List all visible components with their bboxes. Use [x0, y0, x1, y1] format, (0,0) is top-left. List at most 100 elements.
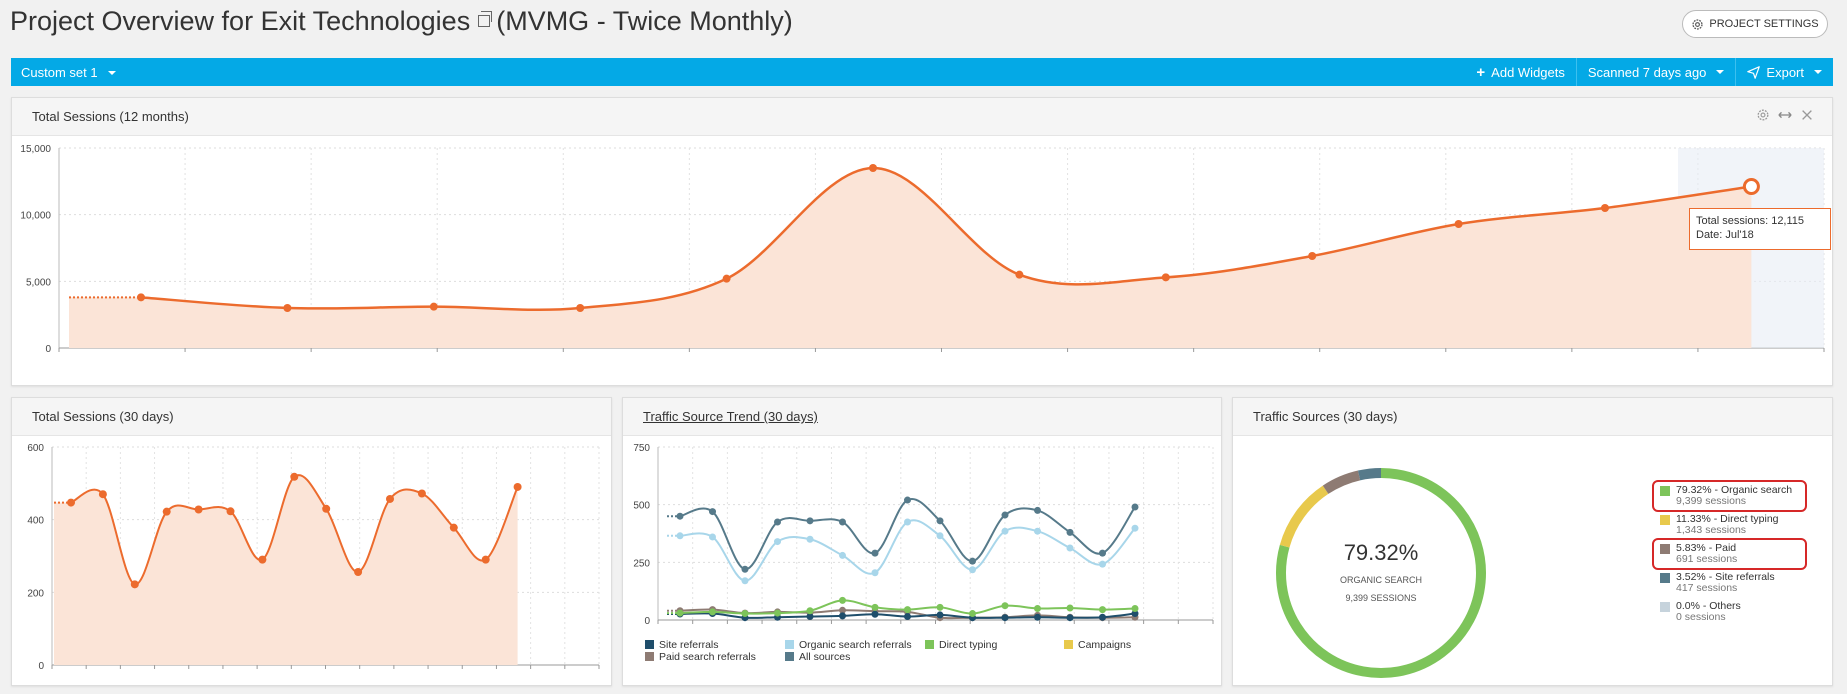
data-point[interactable]	[67, 498, 75, 507]
data-point[interactable]	[1099, 560, 1106, 568]
data-point[interactable]	[871, 610, 879, 618]
donut-slice[interactable]	[1322, 470, 1361, 495]
data-point[interactable]	[1131, 610, 1139, 618]
legend-label[interactable]: Direct typing	[939, 639, 998, 651]
data-point[interactable]	[1454, 220, 1463, 228]
project-settings-button[interactable]: PROJECT SETTINGS	[1682, 10, 1828, 38]
export-dropdown[interactable]: Export	[1735, 58, 1833, 86]
data-point[interactable]	[839, 612, 846, 620]
data-point[interactable]	[1099, 549, 1106, 557]
data-point[interactable]	[969, 566, 976, 574]
data-point[interactable]	[676, 512, 684, 520]
add-widgets-button[interactable]: + Add Widgets	[1465, 58, 1575, 86]
data-point[interactable]	[709, 508, 716, 516]
data-point[interactable]	[839, 596, 846, 604]
data-point[interactable]	[1034, 613, 1041, 621]
data-point[interactable]	[576, 304, 585, 312]
data-point[interactable]	[1066, 604, 1074, 612]
legend-label[interactable]: Paid search referrals	[659, 651, 756, 663]
scanned-dropdown[interactable]: Scanned 7 days ago	[1575, 58, 1736, 86]
data-point[interactable]	[839, 551, 846, 559]
custom-set-dropdown[interactable]: Custom set 1	[21, 65, 116, 80]
data-point[interactable]	[226, 507, 235, 516]
data-point[interactable]	[1034, 506, 1041, 514]
data-point[interactable]	[258, 555, 267, 564]
data-point[interactable]	[1099, 606, 1106, 614]
data-point[interactable]	[676, 609, 684, 617]
data-point[interactable]	[386, 494, 394, 503]
data-point[interactable]	[806, 535, 814, 543]
legend-item[interactable]: 5.83% - Paid 691 sessions	[1652, 538, 1818, 570]
data-point[interactable]	[936, 603, 944, 611]
data-point[interactable]	[1034, 604, 1041, 612]
donut-slice[interactable]	[1276, 468, 1486, 678]
data-point[interactable]	[1066, 528, 1074, 536]
data-point[interactable]	[1131, 503, 1139, 511]
data-point[interactable]	[1034, 527, 1041, 535]
data-point[interactable]	[1066, 614, 1074, 622]
data-point-active[interactable]	[1742, 177, 1760, 195]
data-point[interactable]	[969, 610, 976, 618]
data-point[interactable]	[904, 606, 911, 614]
data-point[interactable]	[936, 611, 944, 619]
donut-slice[interactable]	[1279, 485, 1329, 548]
data-point[interactable]	[1001, 527, 1009, 535]
data-point[interactable]	[1308, 252, 1317, 260]
data-point[interactable]	[1015, 270, 1024, 279]
data-point[interactable]	[741, 610, 749, 618]
resize-icon[interactable]	[1778, 108, 1792, 122]
legend-item[interactable]: 79.32% - Organic search 9,399 sessions	[1652, 480, 1818, 512]
data-point[interactable]	[1131, 604, 1139, 612]
data-point[interactable]	[322, 504, 331, 513]
legend-item[interactable]: 11.33% - Direct typing 1,343 sessions	[1658, 512, 1818, 541]
legend-item[interactable]: 3.52% - Site referrals 417 sessions	[1658, 570, 1818, 599]
data-point[interactable]	[481, 555, 490, 564]
data-point[interactable]	[429, 302, 438, 311]
close-icon[interactable]	[1800, 108, 1814, 122]
data-point[interactable]	[1001, 602, 1009, 610]
legend-label[interactable]: All sources	[799, 651, 850, 663]
data-point[interactable]	[871, 569, 879, 577]
data-point[interactable]	[871, 549, 879, 557]
data-point[interactable]	[1001, 614, 1009, 622]
data-point[interactable]	[1161, 273, 1170, 282]
copy-icon[interactable]	[478, 11, 493, 27]
data-point[interactable]	[1099, 613, 1106, 621]
data-point[interactable]	[936, 517, 944, 525]
data-point[interactable]	[722, 274, 731, 283]
data-point[interactable]	[194, 505, 203, 514]
data-point[interactable]	[806, 607, 814, 615]
legend-label[interactable]: Campaigns	[1078, 639, 1131, 651]
data-point[interactable]	[806, 613, 814, 621]
data-point[interactable]	[417, 489, 426, 498]
data-point[interactable]	[98, 490, 107, 499]
data-point[interactable]	[839, 518, 846, 526]
widget-title[interactable]: Traffic Source Trend (30 days)	[643, 409, 818, 424]
data-point[interactable]	[283, 304, 292, 312]
data-point[interactable]	[936, 532, 944, 540]
legend-label[interactable]: Organic search referrals	[799, 639, 912, 651]
data-point[interactable]	[162, 507, 171, 516]
data-point[interactable]	[869, 164, 877, 172]
data-point[interactable]	[130, 580, 139, 589]
data-point[interactable]	[741, 577, 749, 585]
legend-label[interactable]: Site referrals	[659, 639, 719, 651]
data-point[interactable]	[709, 533, 716, 541]
data-point[interactable]	[871, 603, 879, 611]
data-point[interactable]	[774, 538, 781, 546]
data-point[interactable]	[290, 472, 299, 481]
data-point[interactable]	[806, 517, 814, 525]
data-point[interactable]	[969, 557, 976, 565]
data-point[interactable]	[1066, 544, 1074, 552]
data-point[interactable]	[774, 609, 781, 617]
data-point[interactable]	[354, 567, 363, 576]
data-point[interactable]	[137, 293, 145, 302]
data-point[interactable]	[1001, 511, 1009, 519]
data-point[interactable]	[676, 532, 684, 540]
data-point[interactable]	[1601, 204, 1609, 212]
data-point[interactable]	[741, 565, 749, 573]
data-point[interactable]	[904, 518, 911, 526]
data-point[interactable]	[904, 613, 911, 621]
data-point[interactable]	[1131, 524, 1139, 532]
data-point[interactable]	[513, 482, 522, 491]
